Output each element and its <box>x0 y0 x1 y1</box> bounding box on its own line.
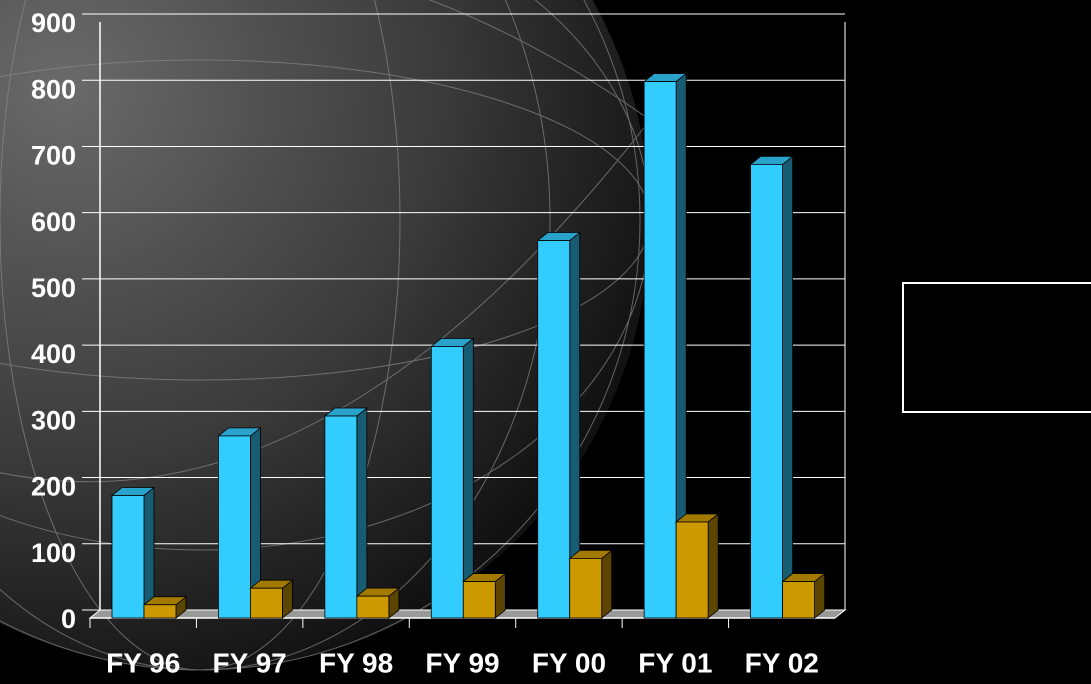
bar <box>675 513 720 619</box>
bar-side <box>356 407 368 619</box>
bar-front <box>430 346 464 619</box>
y-tick-label: 500 <box>31 273 76 303</box>
bar <box>749 155 794 619</box>
bar-front <box>569 558 603 619</box>
y-tick-label: 400 <box>31 339 76 369</box>
bar-front <box>643 81 677 619</box>
bar <box>643 72 688 619</box>
bar-side <box>782 155 793 619</box>
x-tick-label: FY 99 <box>425 647 499 678</box>
bar <box>323 407 368 619</box>
bar <box>568 549 613 619</box>
bar-front <box>782 581 815 619</box>
x-tick-label: FY 97 <box>213 647 287 678</box>
y-tick-label: 700 <box>31 141 76 171</box>
bar-front <box>356 595 390 619</box>
bar-front <box>218 435 251 619</box>
y-tick-label: 200 <box>31 472 76 502</box>
legend <box>902 282 1091 413</box>
x-tick-label: FY 01 <box>638 647 712 678</box>
y-tick-label: 900 <box>31 8 76 38</box>
x-tick-label: FY 02 <box>745 647 819 678</box>
x-tick-label: FY 96 <box>106 647 180 678</box>
y-tick-label: 800 <box>31 74 76 104</box>
y-tick-label: 100 <box>31 538 76 568</box>
bar-front <box>537 240 571 619</box>
bar <box>142 595 188 619</box>
y-tick-label: 600 <box>31 207 76 237</box>
bar <box>249 579 294 619</box>
bar <box>781 572 826 619</box>
bar-front <box>675 521 709 619</box>
bar-front <box>111 495 145 619</box>
bar-front <box>250 587 283 619</box>
bar <box>536 231 581 619</box>
background-globe <box>0 0 651 671</box>
bar <box>355 587 400 619</box>
x-tick-label: FY 00 <box>532 647 606 678</box>
bar-front <box>143 604 177 619</box>
bar <box>110 486 156 619</box>
y-tick-label: 0 <box>61 604 76 634</box>
bar-side <box>707 513 719 619</box>
x-tick-label: FY 98 <box>319 647 393 678</box>
bar-front <box>462 581 496 619</box>
bar <box>462 572 507 619</box>
bar <box>217 427 262 619</box>
bar-front <box>750 163 783 619</box>
y-tick-label: 300 <box>31 405 76 435</box>
bar <box>430 337 475 619</box>
bar-front <box>324 415 358 619</box>
bar-side <box>601 549 613 619</box>
